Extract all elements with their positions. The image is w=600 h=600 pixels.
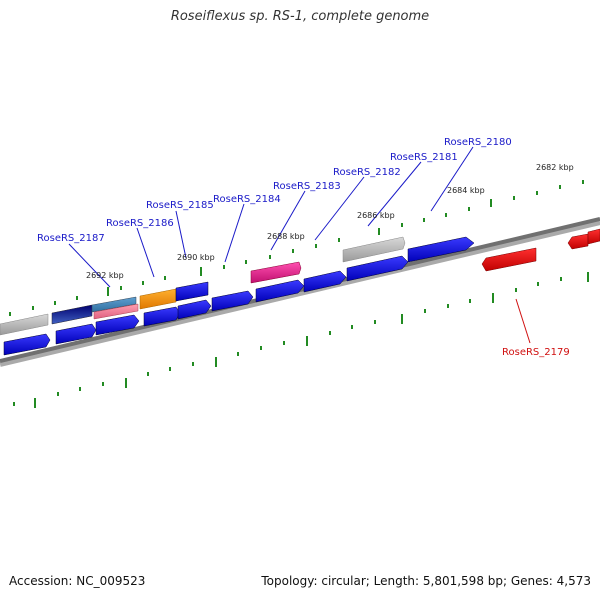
gene-arrow[interactable] bbox=[407, 236, 475, 263]
gene-arrow[interactable] bbox=[346, 255, 409, 282]
label-callout-lines bbox=[68, 146, 531, 344]
upper-gene-row bbox=[0, 236, 475, 336]
gene-arrow[interactable] bbox=[587, 228, 600, 245]
gene-arrow[interactable] bbox=[139, 288, 177, 310]
gene-label[interactable]: RoseRS_2187 bbox=[37, 233, 105, 244]
gene-label[interactable]: RoseRS_2179 bbox=[502, 347, 570, 358]
gene-arrow[interactable] bbox=[93, 303, 139, 320]
gene-arrow[interactable] bbox=[175, 281, 209, 302]
lower-tick-row bbox=[13, 272, 589, 408]
gene-labels: RoseRS_2187 RoseRS_2186 RoseRS_2185 Rose… bbox=[37, 137, 570, 358]
accession-text: Accession: NC_009523 bbox=[9, 574, 146, 588]
gene-arrow[interactable] bbox=[481, 247, 537, 272]
gene-label[interactable]: RoseRS_2185 bbox=[146, 200, 214, 211]
gene-arrow[interactable] bbox=[51, 304, 93, 325]
gene-arrow[interactable] bbox=[55, 323, 97, 345]
gene-arrow[interactable] bbox=[250, 261, 302, 284]
scale-label: 2692 kbp bbox=[86, 271, 124, 280]
upper-tick-row bbox=[9, 180, 584, 316]
gene-label[interactable]: RoseRS_2182 bbox=[333, 167, 401, 178]
gene-arrow[interactable] bbox=[342, 236, 406, 263]
scale-label: 2684 kbp bbox=[447, 186, 485, 195]
scale-label: 2690 kbp bbox=[177, 253, 215, 262]
gene-arrow[interactable] bbox=[177, 299, 212, 320]
gene-arrow[interactable] bbox=[211, 290, 254, 312]
gene-label[interactable]: RoseRS_2184 bbox=[213, 194, 281, 205]
gene-arrow[interactable] bbox=[3, 333, 51, 356]
gene-label[interactable]: RoseRS_2183 bbox=[273, 181, 341, 192]
gene-label[interactable]: RoseRS_2180 bbox=[444, 137, 512, 148]
gene-label[interactable]: RoseRS_2186 bbox=[106, 218, 174, 229]
gene-arrow[interactable] bbox=[255, 279, 305, 303]
gene-arrow[interactable] bbox=[0, 313, 49, 336]
scale-labels: 2692 kbp 2690 kbp 2688 kbp 2686 kbp 2684… bbox=[86, 163, 574, 280]
gene-label[interactable]: RoseRS_2181 bbox=[390, 152, 458, 163]
gene-arrow[interactable] bbox=[91, 296, 137, 313]
gene-arrow[interactable] bbox=[303, 270, 347, 293]
map-title: Roseiflexus sp. RS-1, complete genome bbox=[170, 9, 430, 24]
genome-summary-text: Topology: circular; Length: 5,801,598 bp… bbox=[261, 574, 591, 588]
scale-label: 2682 kbp bbox=[536, 163, 574, 172]
lower-gene-row bbox=[3, 228, 600, 356]
scale-label: 2688 kbp bbox=[267, 232, 305, 241]
scale-label: 2686 kbp bbox=[357, 211, 395, 220]
gene-arrow[interactable] bbox=[567, 233, 589, 250]
backbone-shadow bbox=[0, 219, 600, 367]
gene-arrow[interactable] bbox=[95, 314, 140, 336]
